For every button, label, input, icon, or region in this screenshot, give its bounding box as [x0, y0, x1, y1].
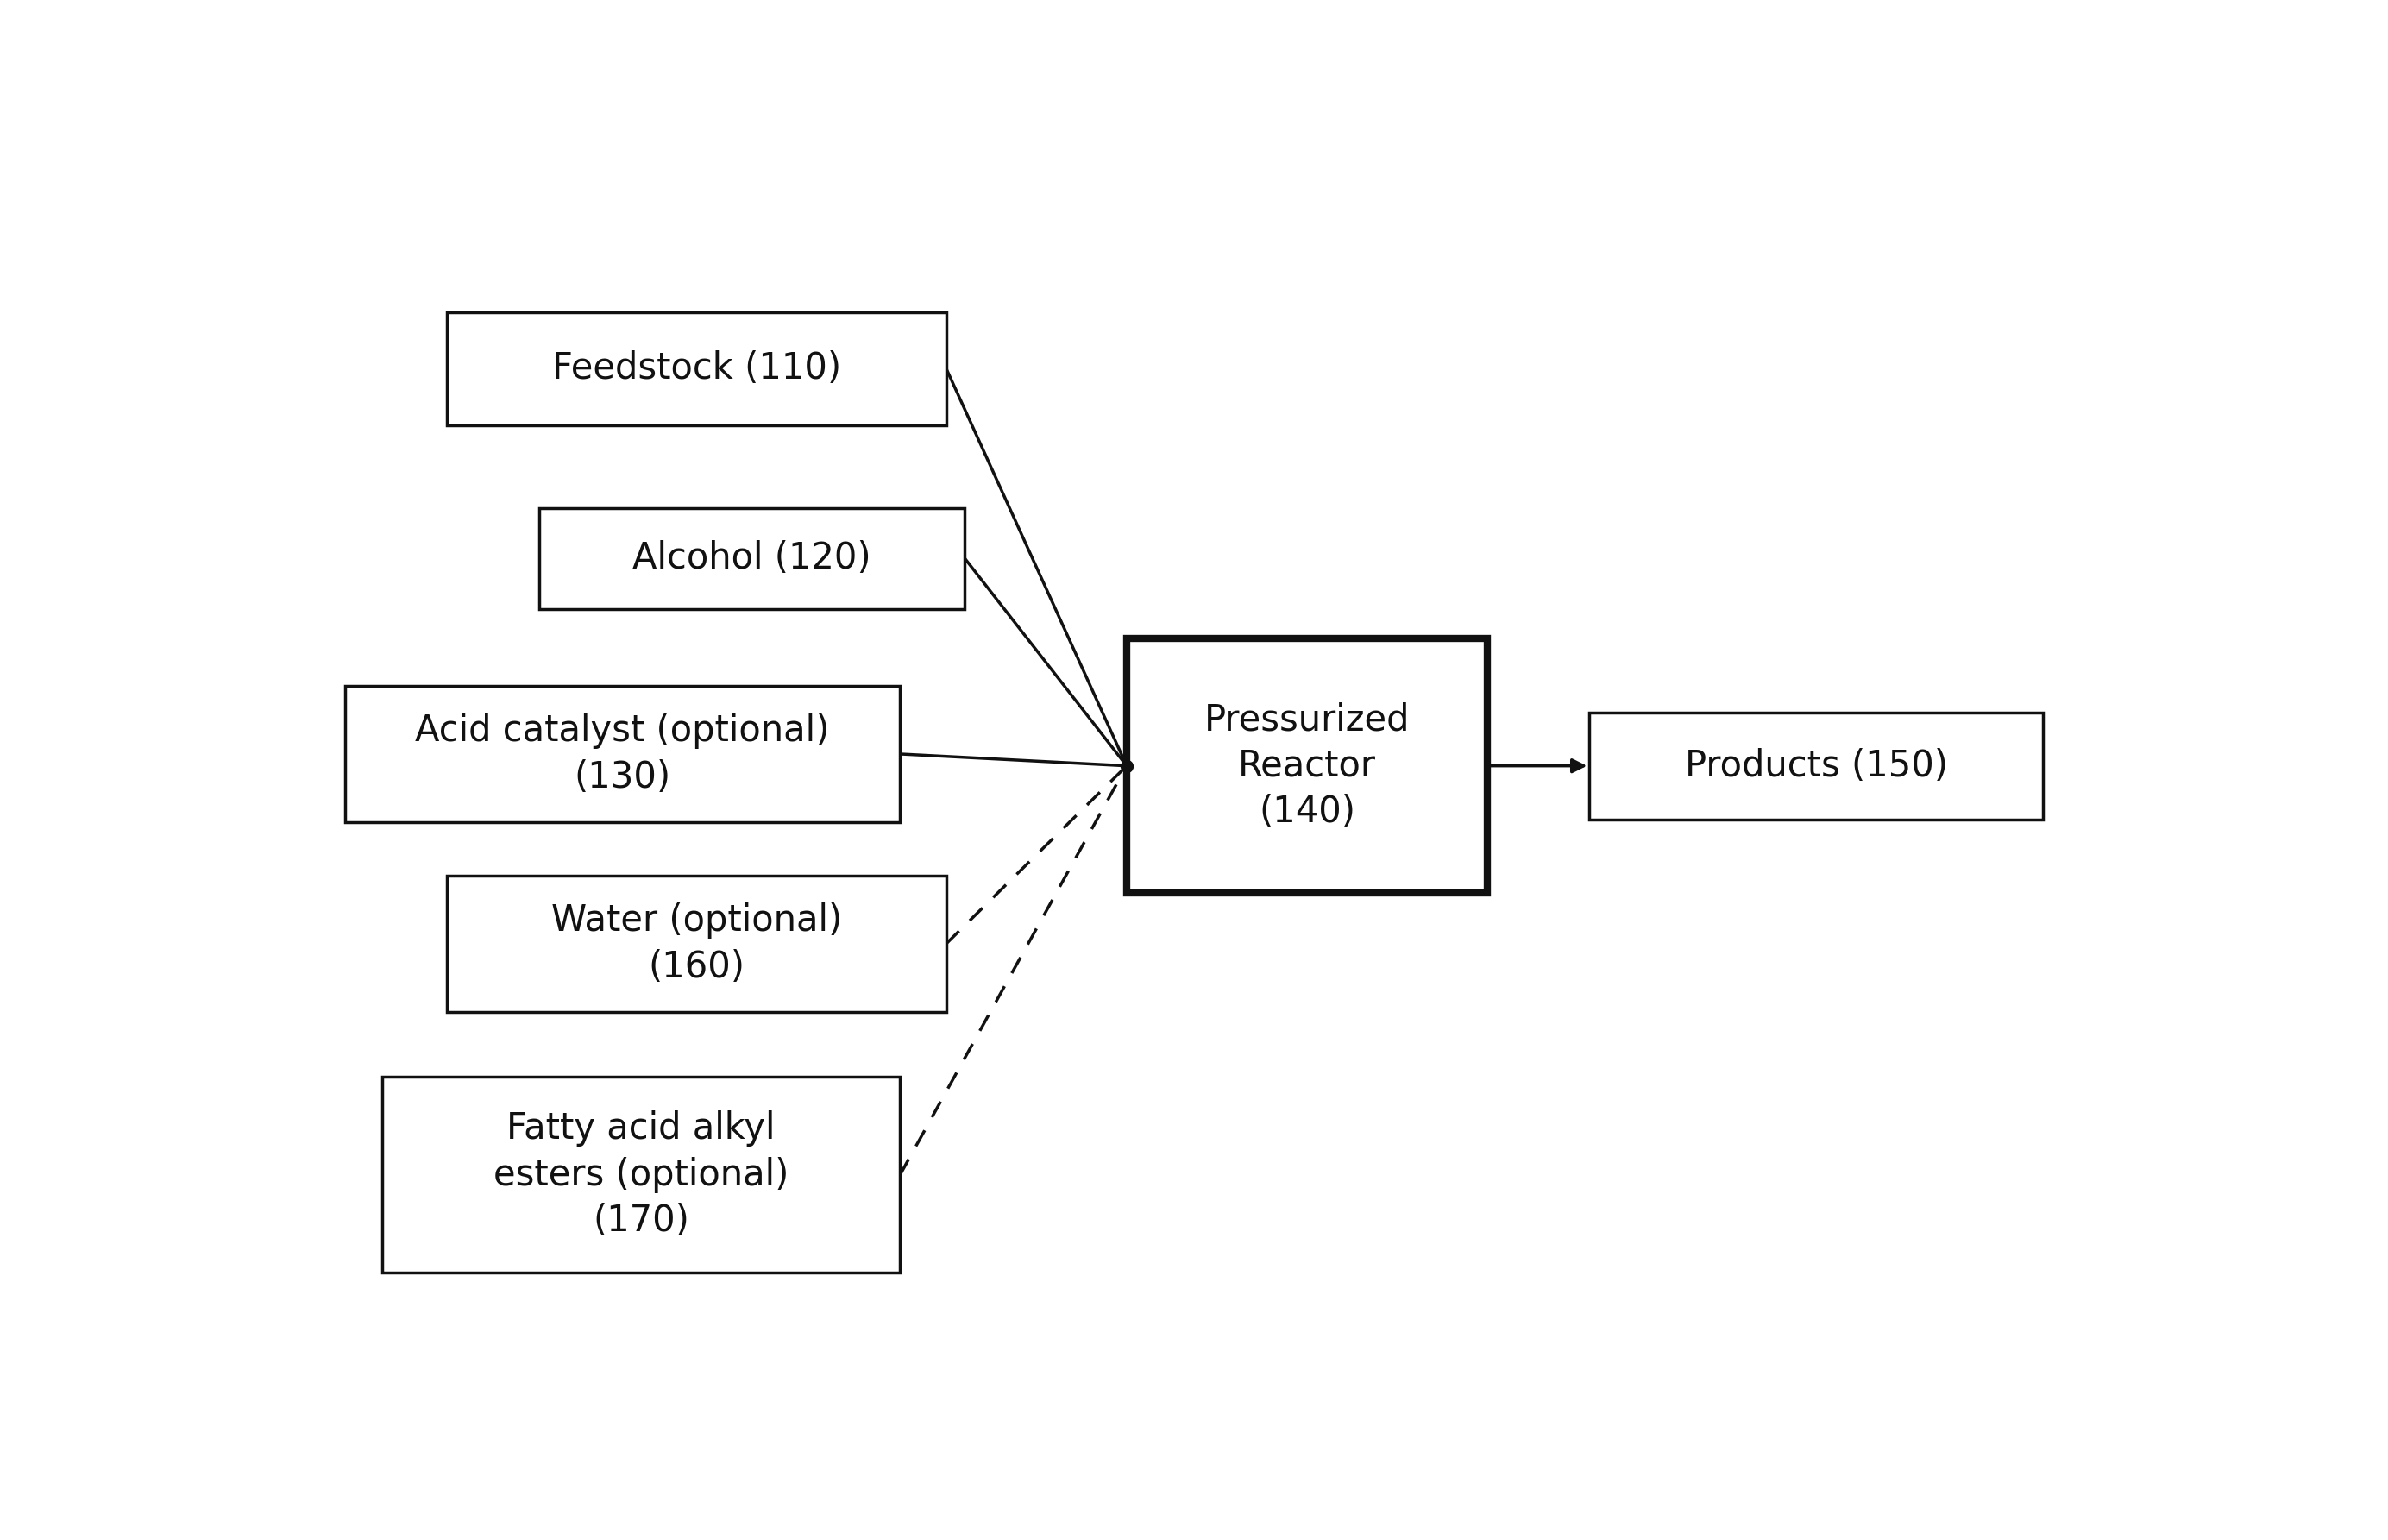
Text: Products (150): Products (150) [1684, 748, 1949, 784]
Text: Fatty acid alkyl
esters (optional)
(170): Fatty acid alkyl esters (optional) (170) [494, 1110, 788, 1240]
Text: Water (optional)
(160): Water (optional) (160) [552, 902, 843, 986]
Text: Acid catalyst (optional)
(130): Acid catalyst (optional) (130) [416, 713, 829, 795]
Text: Alcohol (120): Alcohol (120) [633, 541, 872, 576]
FancyBboxPatch shape [447, 313, 946, 425]
FancyBboxPatch shape [447, 876, 946, 1012]
FancyBboxPatch shape [1590, 713, 2042, 819]
FancyBboxPatch shape [540, 508, 965, 608]
FancyBboxPatch shape [344, 685, 900, 822]
FancyBboxPatch shape [1127, 639, 1488, 893]
Text: Pressurized
Reactor
(140): Pressurized Reactor (140) [1204, 702, 1409, 830]
Text: Feedstock (110): Feedstock (110) [552, 351, 841, 387]
FancyBboxPatch shape [382, 1076, 900, 1272]
